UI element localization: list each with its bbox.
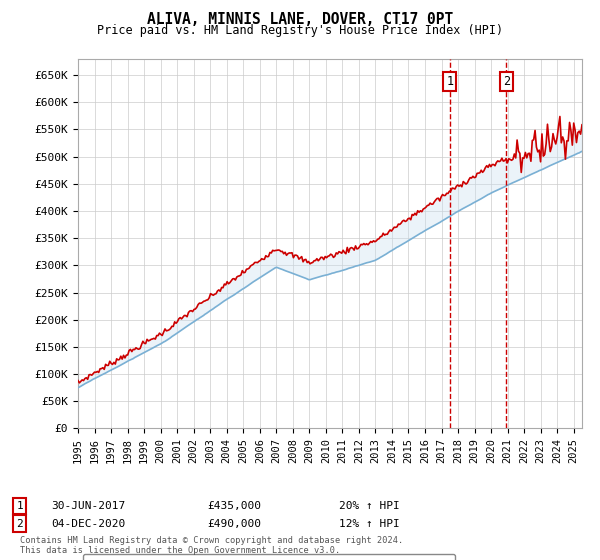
Text: 30-JUN-2017: 30-JUN-2017 [51, 501, 125, 511]
Text: 1: 1 [446, 75, 454, 88]
Text: This data is licensed under the Open Government Licence v3.0.: This data is licensed under the Open Gov… [20, 545, 340, 555]
Text: 12% ↑ HPI: 12% ↑ HPI [339, 519, 400, 529]
Text: 1: 1 [16, 501, 23, 511]
Text: Contains HM Land Registry data © Crown copyright and database right 2024.: Contains HM Land Registry data © Crown c… [20, 536, 403, 545]
Text: £435,000: £435,000 [207, 501, 261, 511]
Text: ALIVA, MINNIS LANE, DOVER, CT17 0PT: ALIVA, MINNIS LANE, DOVER, CT17 0PT [147, 12, 453, 27]
Text: £490,000: £490,000 [207, 519, 261, 529]
Text: Price paid vs. HM Land Registry's House Price Index (HPI): Price paid vs. HM Land Registry's House … [97, 24, 503, 37]
Text: 20% ↑ HPI: 20% ↑ HPI [339, 501, 400, 511]
Text: 2: 2 [16, 519, 23, 529]
Text: 04-DEC-2020: 04-DEC-2020 [51, 519, 125, 529]
Text: 2: 2 [503, 75, 510, 88]
Legend: ALIVA, MINNIS LANE, DOVER, CT17 0PT (detached house), HPI: Average price, detach: ALIVA, MINNIS LANE, DOVER, CT17 0PT (det… [83, 554, 455, 560]
